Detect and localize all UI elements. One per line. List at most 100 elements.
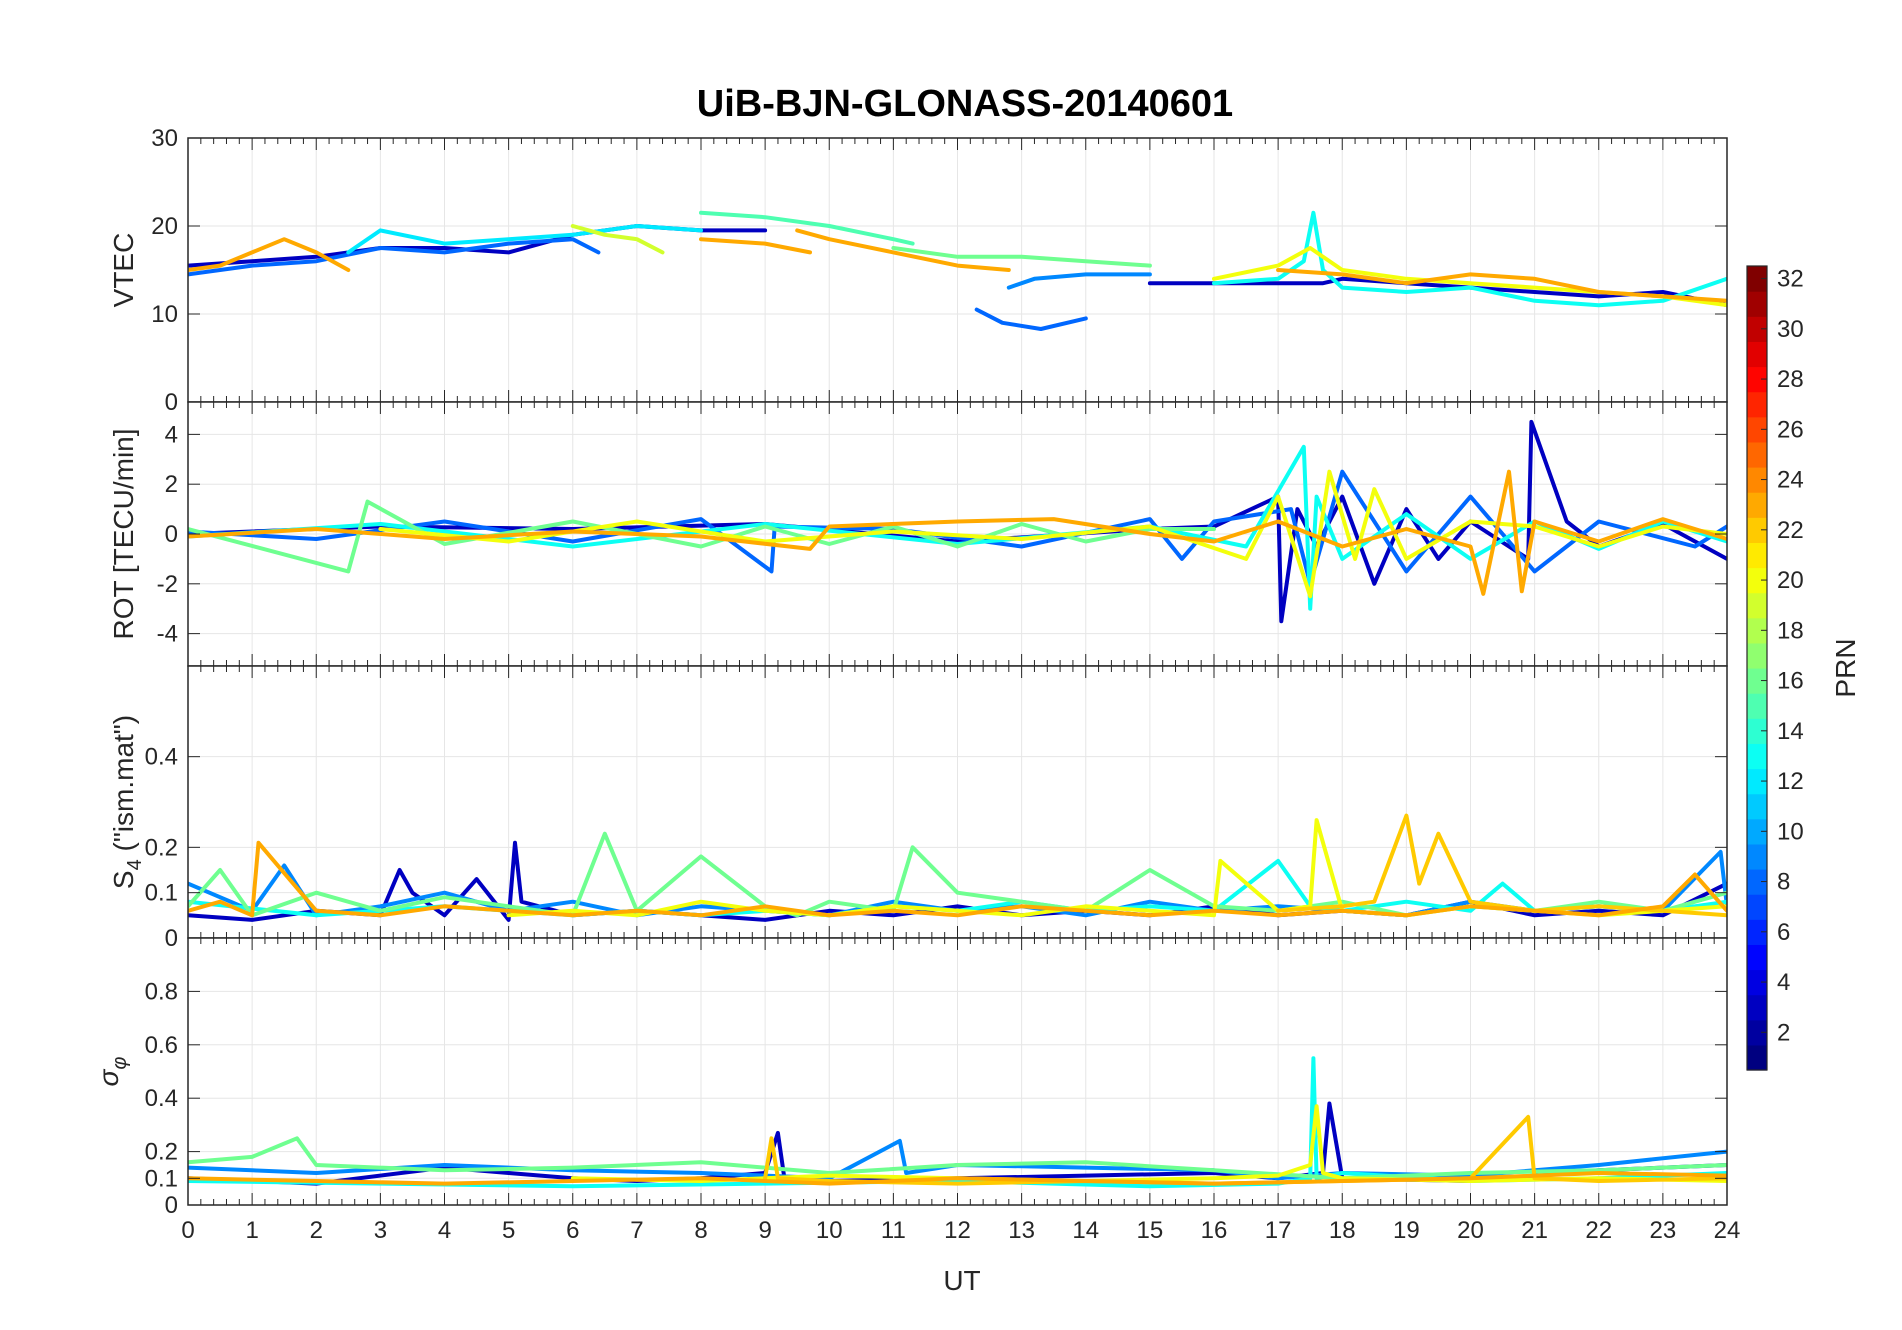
- colorbar-tick-label: 4: [1777, 969, 1790, 996]
- colorbar-swatch: [1747, 492, 1767, 518]
- colorbar-tick-label: 32: [1777, 266, 1804, 293]
- colorbar-tick-label: 26: [1777, 416, 1804, 443]
- colorbar-swatch: [1747, 693, 1767, 719]
- x-tick-label: 3: [374, 1217, 387, 1244]
- series-line-prn-16: [188, 499, 1216, 574]
- y-tick-label: 10: [151, 301, 178, 328]
- colorbar-tick-label: 12: [1777, 768, 1804, 795]
- x-tick-label: 20: [1457, 1217, 1484, 1244]
- y-tick-label: -4: [157, 621, 178, 648]
- chart-title: UiB-BJN-GLONASS-20140601: [697, 83, 1233, 125]
- x-tick-label: 18: [1329, 1217, 1356, 1244]
- y-tick-label: 0: [165, 389, 178, 416]
- series-line-prn-23: [188, 840, 1727, 918]
- y-tick-label: 0.1: [145, 1165, 178, 1192]
- panel-sigma_phi: 00.10.2 0.4 0.6 0.8 σφ: [93, 937, 1728, 1219]
- y-tick-label: 0.2: [145, 1139, 178, 1166]
- x-tick-label: 7: [630, 1217, 643, 1244]
- colorbar-swatch: [1747, 919, 1767, 945]
- colorbar-swatch: [1747, 266, 1767, 292]
- colorbar-swatch: [1747, 768, 1767, 795]
- x-tick-label: 22: [1585, 1217, 1612, 1244]
- colorbar-swatch: [1747, 1044, 1767, 1071]
- colorbar-swatch: [1747, 291, 1767, 317]
- colorbar-tick-label: 14: [1777, 718, 1804, 745]
- series-line-prn-23: [795, 228, 1011, 272]
- x-tick-label: 8: [694, 1217, 707, 1244]
- x-tick-label: 4: [438, 1217, 451, 1244]
- x-tick-label: 23: [1650, 1217, 1677, 1244]
- colorbar-tick-label: 8: [1777, 869, 1790, 896]
- colorbar-swatch: [1747, 718, 1767, 744]
- x-tick-label: 6: [566, 1217, 579, 1244]
- series-line-prn-22: [1276, 813, 1727, 918]
- y-tick-label: 0: [165, 521, 178, 548]
- series-group: [188, 419, 1727, 624]
- x-axis-label: UT: [943, 1265, 980, 1296]
- x-tick-label: 12: [944, 1217, 971, 1244]
- x-tick-label: 14: [1072, 1217, 1099, 1244]
- colorbar-tick-label: 28: [1777, 366, 1804, 393]
- colorbar-tick-label: 16: [1777, 668, 1804, 695]
- y-axis-label-s4: S4 ("ism.mat"): [108, 715, 146, 889]
- colorbar-swatch: [1747, 818, 1767, 845]
- x-tick-label: 10: [816, 1217, 843, 1244]
- colorbar-swatch: [1747, 969, 1767, 996]
- series-line-prn-12: [346, 224, 703, 255]
- x-tick-label: 2: [310, 1217, 323, 1244]
- panel-s4: 0 0.1 0.2 0.4S4 ("ism.mat"): [108, 665, 1728, 952]
- colorbar-label: PRN: [1830, 638, 1861, 697]
- x-axis: 0 1 2 3 4 5 6 7 8 9 10 11 12 13 14 15 16 17 18 19 20 21 22 23 24: [181, 1217, 1740, 1244]
- colorbar-swatch: [1747, 1019, 1767, 1046]
- x-tick-label: 15: [1137, 1217, 1164, 1244]
- y-tick-label: 0.2: [145, 834, 178, 861]
- x-tick-label: 16: [1201, 1217, 1228, 1244]
- colorbar-swatch: [1747, 994, 1767, 1021]
- series-line-prn-23: [188, 1171, 1727, 1186]
- series-line-prn-19: [570, 224, 665, 255]
- colorbar-swatch: [1747, 416, 1767, 443]
- x-tick-label: 5: [502, 1217, 515, 1244]
- colorbar-swatch: [1747, 668, 1767, 694]
- colorbar-swatch: [1747, 743, 1767, 770]
- colorbar-tick-label: 20: [1777, 567, 1804, 594]
- y-tick-label: 2: [165, 471, 178, 498]
- colorbar-tick-label: 18: [1777, 617, 1804, 644]
- x-tick-label: 0: [181, 1217, 194, 1244]
- y-tick-label: 4: [165, 421, 178, 448]
- colorbar-swatch: [1747, 592, 1767, 619]
- y-tick-label: 0.4: [145, 744, 178, 771]
- series-line-prn-9: [1006, 272, 1152, 290]
- colorbar-swatch: [1747, 567, 1767, 594]
- colorbar-swatch: [1747, 542, 1767, 569]
- colorbar-swatch: [1747, 366, 1767, 393]
- colorbar-swatch: [1747, 843, 1767, 870]
- colorbar-swatch: [1747, 316, 1767, 342]
- x-tick-label: 13: [1008, 1217, 1035, 1244]
- y-tick-label: 0.4: [145, 1085, 178, 1112]
- y-tick-label: 30: [151, 125, 178, 152]
- colorbar-swatch: [1747, 341, 1767, 368]
- colorbar-swatch: [1747, 391, 1767, 418]
- colorbar-swatch: [1747, 617, 1767, 644]
- x-tick-label: 24: [1714, 1217, 1741, 1244]
- x-tick-label: 9: [758, 1217, 771, 1244]
- y-tick-label: 20: [151, 213, 178, 240]
- colorbar-swatch: [1747, 642, 1767, 669]
- series-line-prn-8: [188, 237, 601, 277]
- x-tick-label: 11: [881, 1217, 906, 1244]
- series-line-prn-23: [188, 237, 351, 272]
- colorbar-tick-label: 10: [1777, 818, 1804, 845]
- series-line-prn-23: [699, 237, 812, 255]
- series-line-prn-16: [188, 1136, 1727, 1181]
- x-tick-label: 21: [1521, 1217, 1548, 1244]
- colorbar-swatch: [1747, 793, 1767, 820]
- series-group: [188, 1056, 1727, 1189]
- colorbar-swatch: [1747, 517, 1767, 543]
- series-line-prn-13: [1212, 210, 1727, 308]
- x-tick-label: 19: [1393, 1217, 1420, 1244]
- y-axis-label-vtec: VTEC: [108, 233, 139, 308]
- colorbar-frame: [1746, 265, 1768, 1071]
